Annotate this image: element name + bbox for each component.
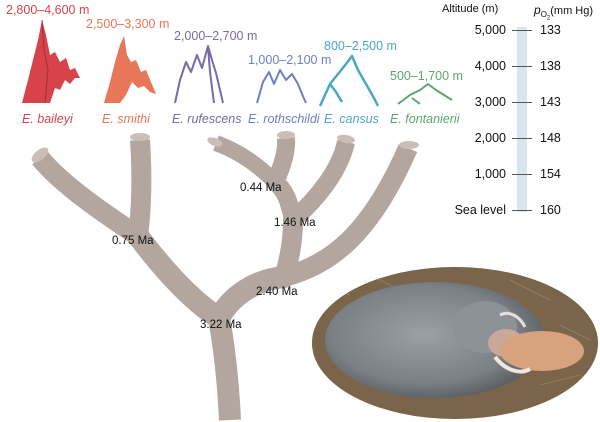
species-name-rothschildi: E. rothschildi <box>248 112 320 126</box>
pressure-symbol: p <box>534 3 541 17</box>
altitude-scale-bar <box>517 27 527 212</box>
node-label-075: 0.75 Ma <box>112 235 154 247</box>
pressure-axis-title: pO2(mm Hg) <box>534 4 593 22</box>
mountain-icon-cansus <box>318 54 380 107</box>
altitude-tick-1000: 1,000 <box>474 167 506 181</box>
branch-root <box>208 315 241 421</box>
node-label-044: 0.44 Ma <box>240 182 282 194</box>
pressure-tick-160: 160 <box>540 203 561 217</box>
species-name-rufescens: E. rufescens <box>172 112 242 126</box>
range-label-rothschildi: 1,000–2,100 m <box>248 53 332 67</box>
branch-rufescens <box>213 135 281 188</box>
node-label-322: 3.22 Ma <box>200 319 242 331</box>
pressure-tick-143: 143 <box>540 95 561 109</box>
altitude-tick-2000: 2,000 <box>474 131 506 145</box>
altitude-tick-4000: 4,000 <box>474 59 506 73</box>
branch-smithi <box>128 139 152 238</box>
pressure-unit: (mm Hg) <box>550 5 594 17</box>
mountain-icon-rothschildi <box>256 69 307 104</box>
range-label-baileyi: 2,800–4,600 m <box>6 3 90 17</box>
pressure-tick-133: 133 <box>540 23 561 37</box>
species-name-cansus: E. cansus <box>324 112 379 126</box>
range-label-rufescens: 2,000–2,700 m <box>174 29 258 43</box>
altitude-axis-title: Altitude (m) <box>442 3 499 15</box>
range-label-cansus: 800–2,500 m <box>324 39 397 53</box>
node-label-146: 1.46 Ma <box>274 217 316 229</box>
altitude-tick-5000: 5,000 <box>474 23 506 37</box>
pressure-tick-138: 138 <box>540 59 561 73</box>
pressure-subscript: O2 <box>540 10 551 22</box>
zokor-photo <box>312 267 598 419</box>
mountain-icon-baileyi <box>22 19 80 104</box>
species-name-smithi: E. smithi <box>102 112 150 126</box>
range-label-smithi: 2,500–3,300 m <box>86 17 170 31</box>
branch-fontanierii <box>281 143 418 287</box>
mountain-icon-fontanierii <box>397 83 453 105</box>
species-name-baileyi: E. baileyi <box>22 112 73 126</box>
branch-left-clade <box>129 229 226 328</box>
altitude-tick-sea-level: Sea level <box>454 203 506 217</box>
pressure-tick-148: 148 <box>540 131 561 145</box>
node-label-240: 2.40 Ma <box>256 286 298 298</box>
range-label-fontanierii: 500–1,700 m <box>390 69 463 83</box>
branch-cansus <box>286 139 355 227</box>
species-name-fontanierii: E. fontanierii <box>390 112 460 126</box>
mountain-icon-smithi <box>104 36 156 103</box>
branch-baileyi <box>32 151 144 245</box>
mountain-icon-rufescens <box>174 45 224 104</box>
pressure-tick-154: 154 <box>540 167 561 181</box>
altitude-tick-3000: 3,000 <box>474 95 506 109</box>
